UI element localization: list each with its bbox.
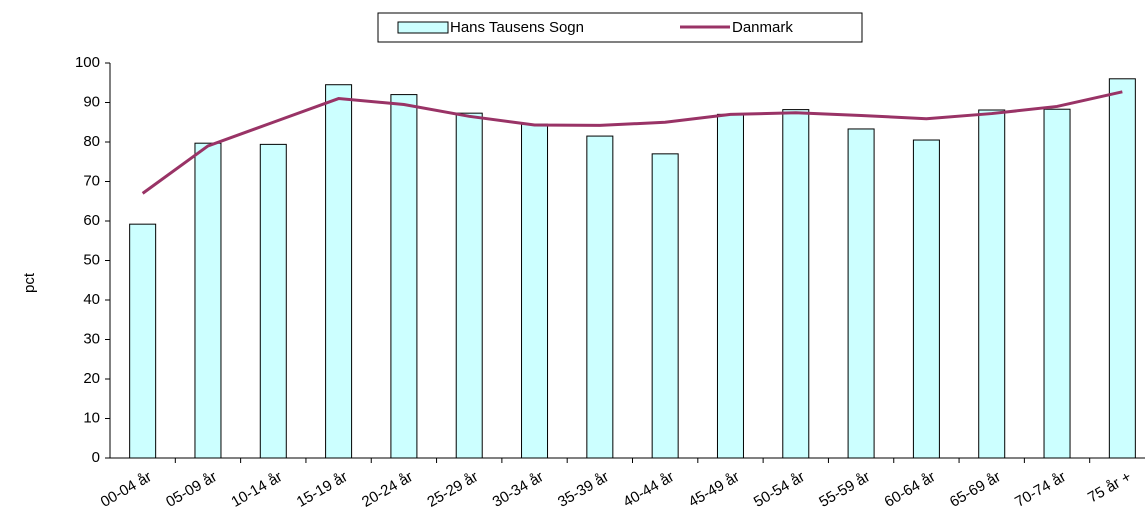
x-tick-label: 30-34 år [490, 468, 547, 511]
y-tick-label: 30 [83, 330, 100, 347]
x-tick-label: 25-29 år [424, 468, 481, 511]
y-tick-label: 80 [83, 133, 100, 150]
x-tick-label: 00-04 år [98, 468, 155, 511]
y-tick-label: 0 [92, 449, 100, 466]
bar [782, 109, 810, 459]
bar [521, 123, 549, 459]
bar [455, 112, 483, 459]
y-tick-label: 60 [83, 212, 100, 229]
bar [129, 223, 157, 459]
x-tick-label: 45-49 år [686, 468, 743, 511]
x-tick-label: 35-39 år [555, 468, 612, 511]
line [141, 90, 1123, 195]
x-tick-label: 50-54 år [751, 468, 808, 511]
bar [847, 128, 875, 459]
bar [1043, 108, 1071, 459]
y-tick-label: 50 [83, 251, 100, 268]
bar [586, 135, 614, 459]
bar [978, 109, 1006, 459]
bar [1108, 78, 1136, 459]
x-tick-label: 10-14 år [228, 468, 285, 511]
y-axis-label: pct [21, 272, 38, 293]
bar [259, 143, 287, 459]
bar [390, 94, 418, 459]
x-tick-label: 20-24 år [359, 468, 416, 511]
y-tick-label: 10 [83, 409, 100, 426]
y-tick-label: 90 [83, 93, 100, 110]
x-tick-label: 40-44 år [620, 468, 677, 511]
x-tick-label: 75 år + [1085, 468, 1135, 506]
x-tick-label: 60-64 år [882, 468, 939, 511]
x-tick-label: 55-59 år [816, 468, 873, 511]
y-tick-label: 20 [83, 370, 100, 387]
x-tick-label: 05-09 år [163, 468, 220, 511]
legend-label: Danmark [732, 19, 793, 36]
bar [716, 113, 744, 459]
legend-label: Hans Tausens Sogn [450, 19, 584, 36]
x-tick-label: 70-74 år [1012, 468, 1069, 511]
bar [194, 142, 222, 459]
bar [651, 153, 679, 459]
y-tick-label: 70 [83, 172, 100, 189]
x-tick-label: 15-19 år [294, 468, 351, 511]
y-tick-label: 100 [75, 54, 100, 71]
bar [325, 84, 353, 459]
y-tick-label: 40 [83, 291, 100, 308]
x-tick-label: 65-69 år [947, 468, 1004, 511]
legend-swatch [397, 21, 449, 34]
legend-box [377, 12, 863, 43]
bar [912, 139, 940, 459]
